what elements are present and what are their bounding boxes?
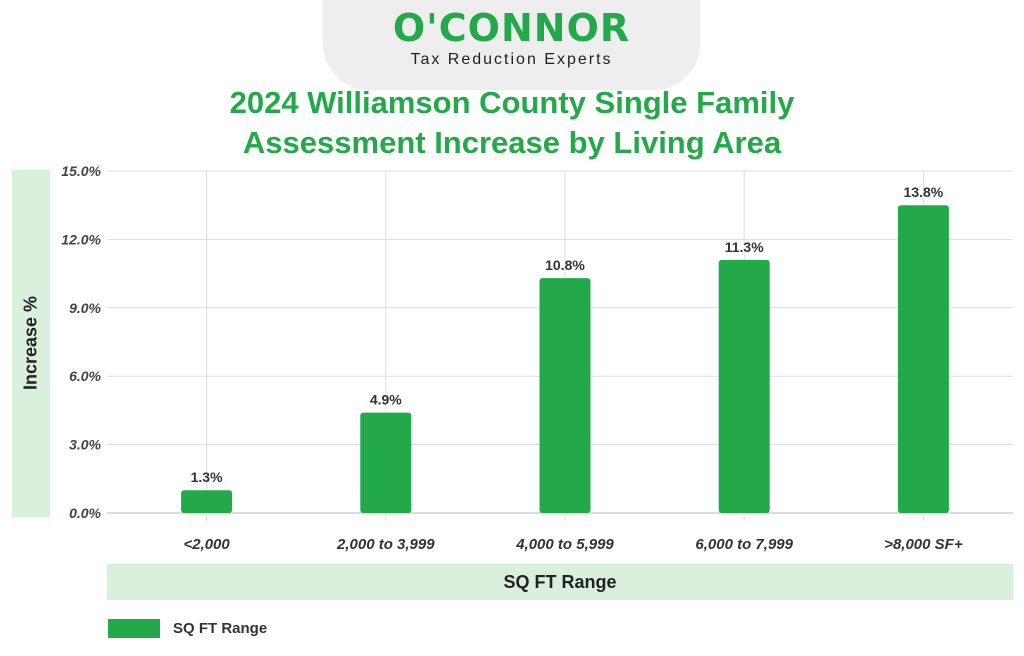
chart-title-line-2: Assessment Increase by Living Area bbox=[242, 125, 782, 160]
y-tick-label: 3.0% bbox=[69, 437, 101, 453]
x-axis-label-panel: SQ FT Range bbox=[107, 564, 1013, 600]
legend-label: SQ FT Range bbox=[173, 620, 268, 637]
bars bbox=[181, 205, 949, 513]
data-label: 10.8% bbox=[545, 257, 585, 273]
x-axis-label: SQ FT Range bbox=[503, 572, 617, 592]
logo-banner: O'CONNOR Tax Reduction Experts bbox=[323, 0, 700, 90]
data-label: 4.9% bbox=[370, 392, 402, 408]
y-tick-label: 0.0% bbox=[69, 505, 101, 521]
data-label: 1.3% bbox=[191, 469, 223, 485]
y-axis-ticks: 0.0% 3.0% 6.0% 9.0% 12.0% 15.0% bbox=[61, 163, 101, 521]
bar bbox=[897, 205, 949, 513]
x-tick-label: <2,000 bbox=[183, 536, 230, 553]
logo-tagline: Tax Reduction Experts bbox=[410, 51, 613, 68]
logo-wordmark: O'CONNOR bbox=[392, 6, 631, 50]
x-tick-label: >8,000 SF+ bbox=[884, 536, 963, 553]
y-tick-label: 9.0% bbox=[69, 300, 101, 316]
x-axis-ticks: <2,000 2,000 to 3,999 4,000 to 5,999 6,000 … bbox=[183, 536, 962, 553]
bar bbox=[718, 259, 770, 513]
legend-swatch bbox=[108, 619, 160, 638]
bar bbox=[360, 412, 412, 513]
bar bbox=[539, 278, 591, 513]
y-tick-label: 12.0% bbox=[61, 231, 101, 247]
chart-title-line-1: 2024 Williamson County Single Family bbox=[229, 85, 795, 120]
data-label: 13.8% bbox=[904, 184, 944, 200]
x-tick-label: 2,000 to 3,999 bbox=[336, 536, 435, 553]
data-labels: 1.3% 4.9% 10.8% 11.3% 13.8% bbox=[191, 184, 944, 485]
bar bbox=[181, 490, 233, 513]
y-axis-label-panel bbox=[12, 170, 50, 517]
chart-title: 2024 Williamson County Single Family Ass… bbox=[150, 83, 874, 163]
y-tick-label: 6.0% bbox=[69, 368, 101, 384]
x-tick-label: 6,000 to 7,999 bbox=[695, 536, 793, 553]
data-label: 11.3% bbox=[725, 239, 764, 255]
y-tick-label: 15.0% bbox=[61, 163, 101, 179]
x-tick-label: 4,000 to 5,999 bbox=[515, 536, 614, 553]
